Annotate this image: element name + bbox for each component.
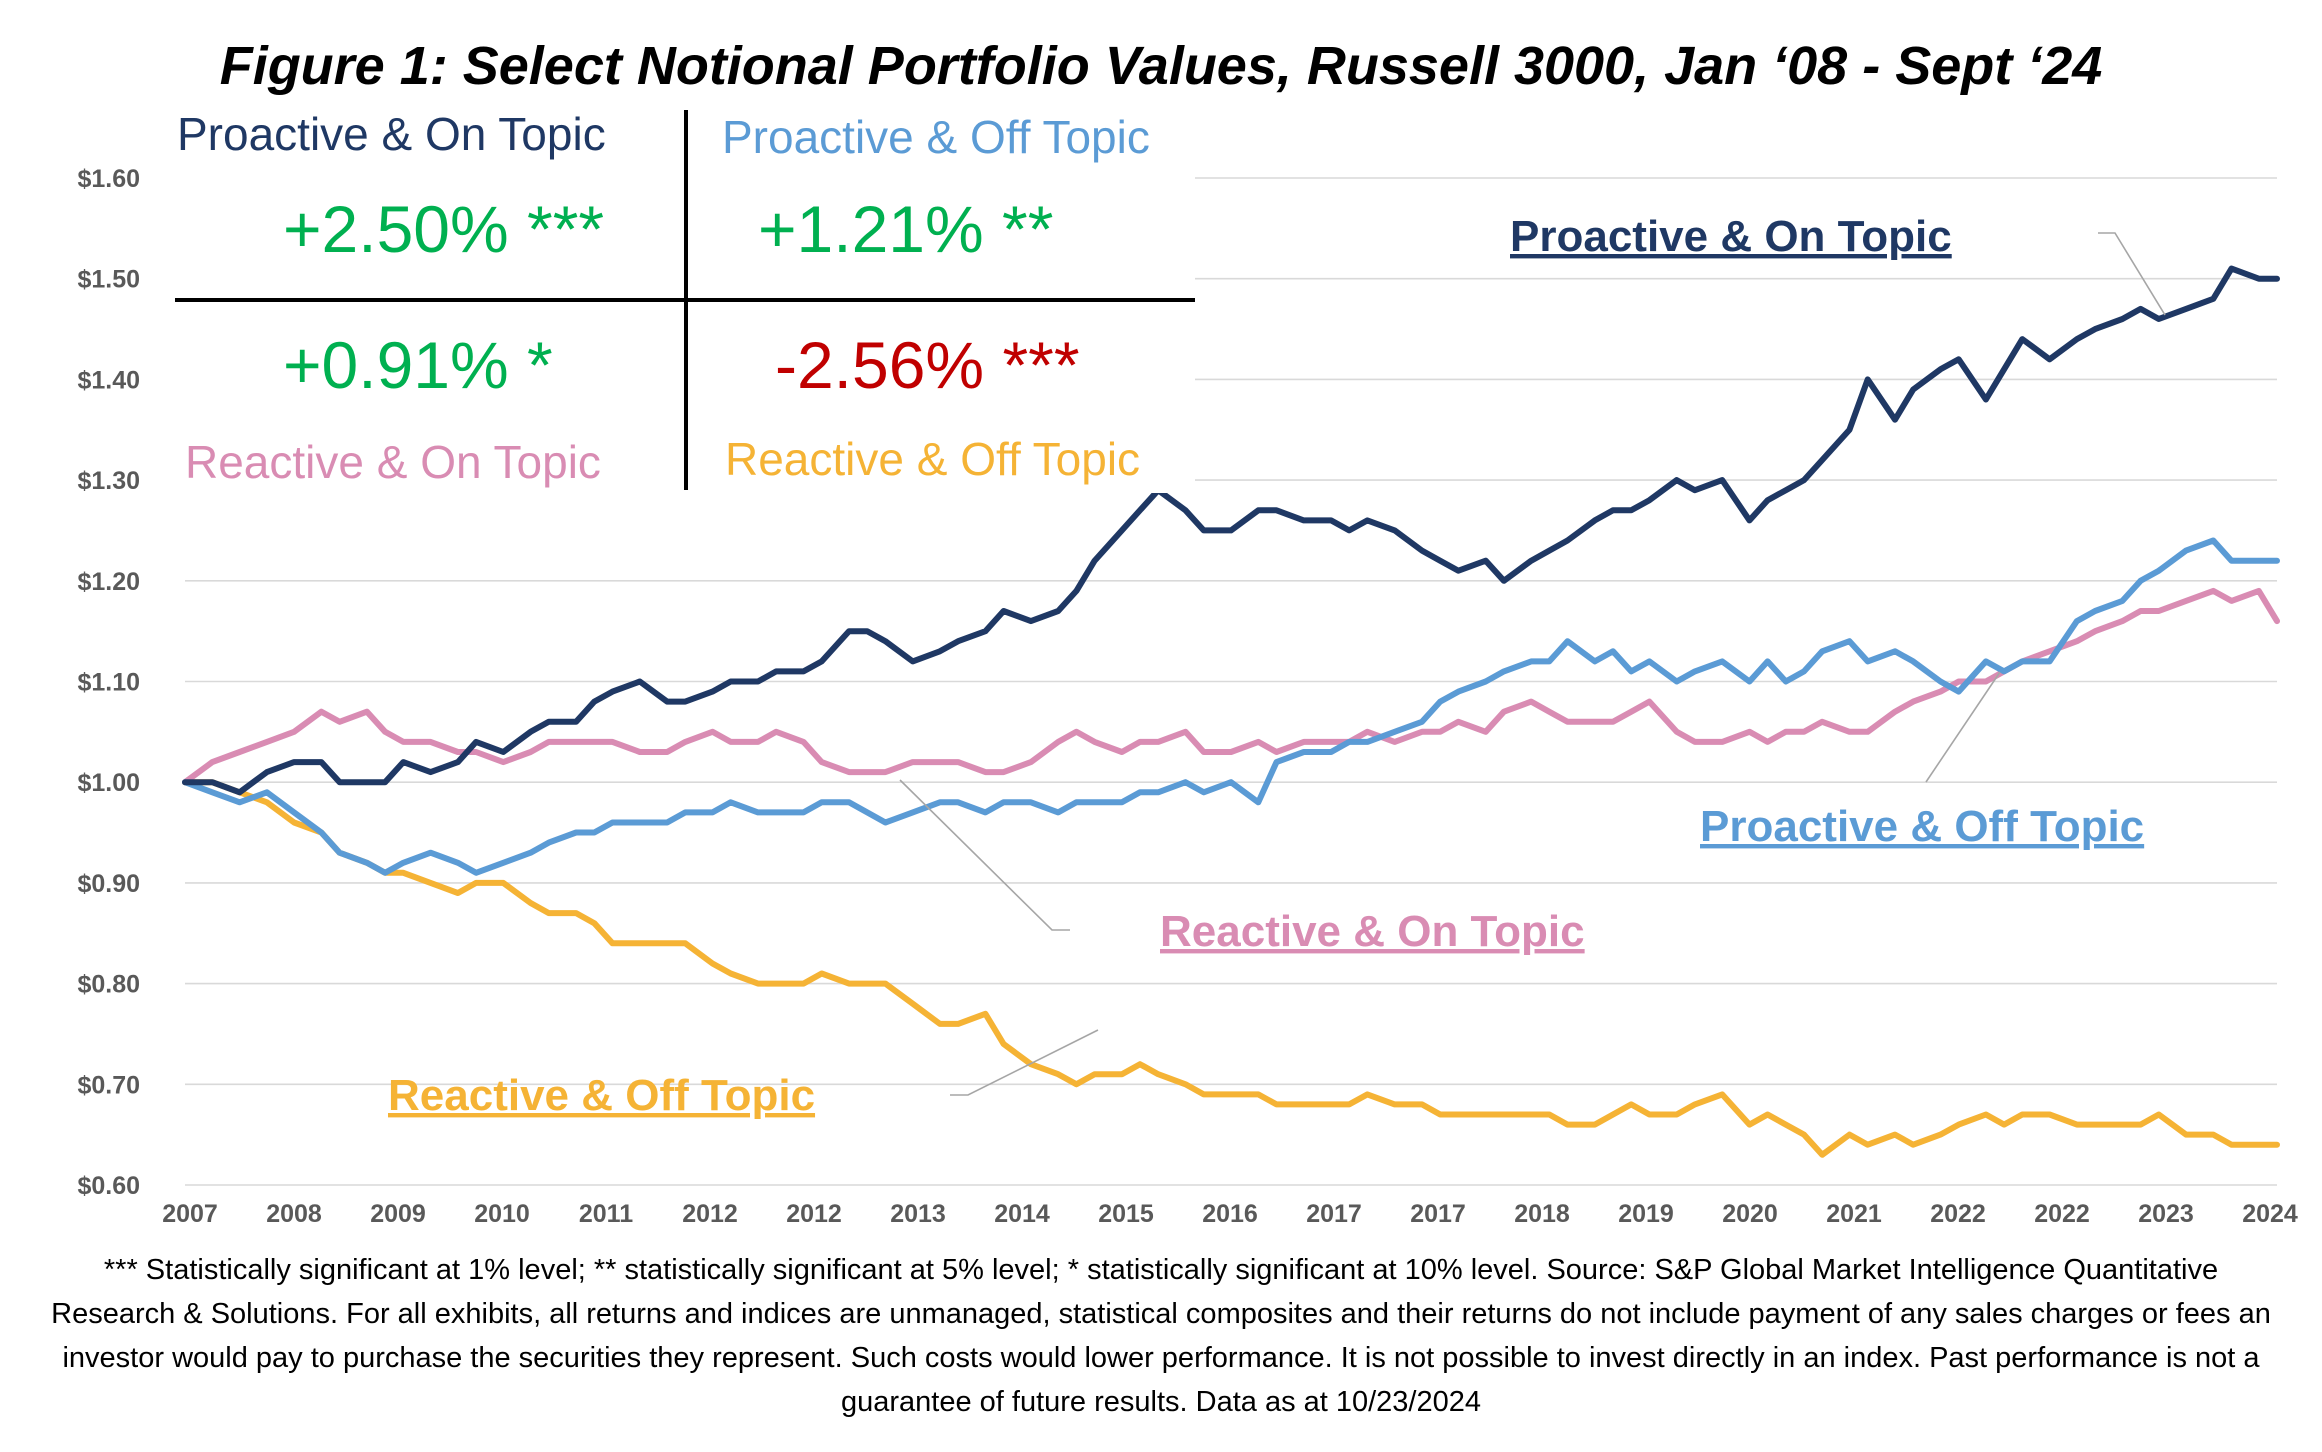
series-label-proactive-on: Proactive & On Topic: [1510, 212, 1952, 261]
leader-line-proactive-off: [1925, 671, 2001, 783]
y-tick-label: $0.90: [77, 870, 140, 898]
y-tick-label: $0.80: [77, 971, 140, 999]
y-tick-label: $1.40: [77, 366, 140, 394]
x-tick-label: 2012: [786, 1200, 842, 1228]
leader-line-reactive-on: [899, 779, 1070, 931]
y-axis-tick-labels: $0.60 $0.70 $0.80 $0.90 $1.00 $1.10 $1.20 $1.30…: [77, 165, 140, 1200]
x-tick-label: 2007: [162, 1200, 218, 1228]
footnote: *** Statistically significant at 1% leve…: [51, 1254, 2271, 1418]
x-tick-label: 2015: [1098, 1200, 1154, 1228]
series-line-proactive-off-topic: [182, 537, 2280, 876]
x-tick-label: 2016: [1202, 1200, 1258, 1228]
x-tick-label: 2017: [1410, 1200, 1466, 1228]
x-tick-label: 2020: [1722, 1200, 1778, 1228]
x-tick-label: 2024: [2242, 1200, 2298, 1228]
quadrant-value-proactive-on: +2.50% ***: [283, 192, 604, 266]
series-line-proactive-on-topic: [182, 265, 2280, 796]
x-tick-label: 2010: [474, 1200, 530, 1228]
x-axis-tick-labels: 2007 2008 2009 2010 2011 2012 2012 2013 2014 2015…: [162, 1200, 2298, 1228]
x-tick-label: 2011: [579, 1200, 633, 1228]
y-tick-label: $1.30: [77, 467, 140, 495]
figure-title: Figure 1: Select Notional Portfolio Valu…: [220, 36, 2103, 96]
quadrant-summary: Proactive & On Topic +2.50% *** Proactiv…: [175, 108, 1195, 493]
x-tick-label: 2022: [1930, 1200, 1986, 1228]
y-tick-label: $1.00: [77, 769, 140, 797]
quadrant-value-proactive-off: +1.21% **: [758, 192, 1053, 266]
quadrant-value-reactive-off: -2.56% ***: [775, 328, 1080, 402]
x-tick-label: 2008: [266, 1200, 322, 1228]
y-tick-label: $0.70: [77, 1071, 140, 1099]
x-tick-label: 2019: [1618, 1200, 1674, 1228]
x-tick-label: 2022: [2034, 1200, 2090, 1228]
x-tick-label: 2013: [890, 1200, 946, 1228]
series-label-reactive-off: Reactive & Off Topic: [388, 1071, 815, 1120]
leader-lines: [899, 232, 2166, 1096]
y-tick-label: $1.50: [77, 266, 140, 294]
x-tick-label: 2021: [1826, 1200, 1882, 1228]
x-tick-label: 2014: [994, 1200, 1050, 1228]
x-tick-label: 2017: [1306, 1200, 1362, 1228]
series-label-reactive-on: Reactive & On Topic: [1160, 907, 1585, 956]
leader-line-reactive-off: [950, 1029, 1099, 1096]
y-tick-label: $1.20: [77, 568, 140, 596]
y-tick-label: $0.60: [77, 1172, 140, 1200]
x-tick-label: 2009: [370, 1200, 426, 1228]
x-tick-label: 2018: [1514, 1200, 1570, 1228]
series-label-proactive-off: Proactive & Off Topic: [1700, 802, 2144, 851]
y-tick-label: $1.60: [77, 165, 140, 193]
quadrant-value-reactive-on: +0.91% *: [283, 328, 553, 402]
x-tick-label: 2023: [2138, 1200, 2194, 1228]
quadrant-label-proactive-on: Proactive & On Topic: [177, 108, 606, 160]
quadrant-label-proactive-off: Proactive & Off Topic: [722, 111, 1150, 163]
y-tick-label: $1.10: [77, 669, 140, 697]
leader-line-proactive-on: [2098, 232, 2166, 316]
quadrant-label-reactive-on: Reactive & On Topic: [185, 436, 601, 488]
series-lines: [182, 265, 2280, 1158]
quadrant-label-reactive-off: Reactive & Off Topic: [725, 433, 1140, 485]
x-tick-label: 2012: [682, 1200, 738, 1228]
series-line-reactive-off-topic: [182, 779, 2280, 1158]
series-line-reactive-on-topic: [182, 587, 2280, 786]
